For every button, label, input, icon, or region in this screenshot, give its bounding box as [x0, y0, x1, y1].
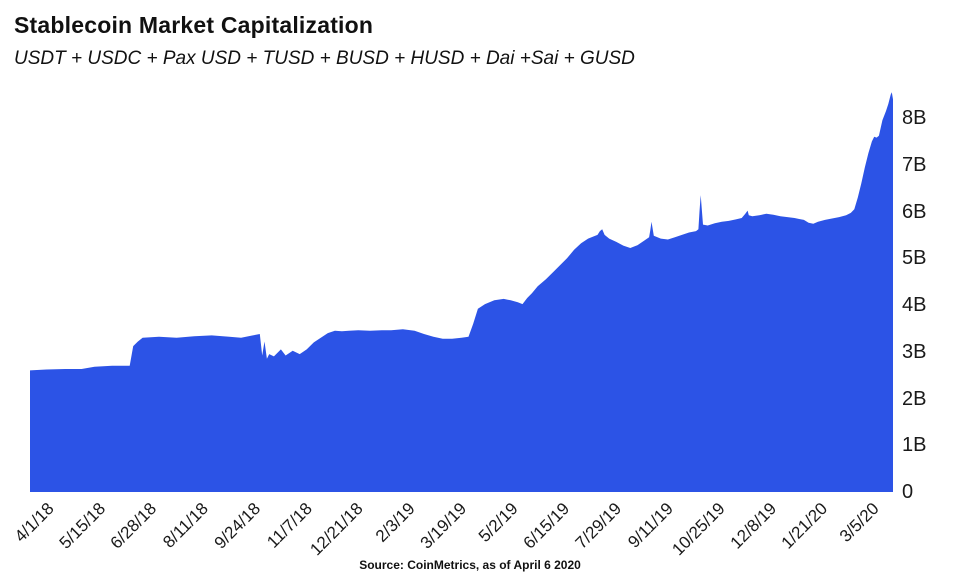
- x-axis-tick-label: 9/24/18: [210, 499, 264, 553]
- x-axis-tick-label: 5/2/19: [474, 499, 522, 546]
- x-axis-tick-label: 10/25/19: [667, 499, 729, 560]
- x-axis-tick-label: 3/19/19: [416, 499, 471, 553]
- x-axis-tick-label: 8/11/18: [159, 499, 213, 552]
- x-axis-tick-label: 7/29/19: [571, 499, 625, 553]
- x-axis-tick-label: 12/8/19: [726, 499, 780, 553]
- x-axis-tick-label: 3/5/20: [836, 499, 883, 546]
- y-axis-tick-label: 7B: [902, 153, 927, 176]
- x-axis-tick-label: 5/15/18: [55, 499, 110, 553]
- y-axis-tick-label: 4B: [902, 294, 927, 316]
- y-axis-tick-label: 3B: [902, 340, 927, 363]
- x-axis-tick-label: 6/28/18: [107, 499, 161, 553]
- y-axis-tick-label: 5B: [902, 247, 927, 270]
- y-axis-tick-label: 6B: [902, 200, 927, 223]
- y-axis-tick-label: 2B: [902, 387, 927, 410]
- chart-title: Stablecoin Market Capitalization: [14, 12, 374, 38]
- y-axis-tick-label: 0: [902, 481, 914, 503]
- x-axis-tick-label: 6/15/19: [519, 499, 574, 553]
- y-axis-tick-label: 8B: [902, 107, 927, 129]
- x-axis-tick-label: 12/21/18: [306, 499, 368, 560]
- x-axis-tick-label: 2/3/19: [371, 499, 419, 546]
- chart-subtitle: USDT + USDC + Pax USD + TUSD + BUSD + HU…: [14, 48, 635, 69]
- x-axis-tick-label: 1/21/20: [777, 499, 832, 553]
- x-axis-tick-label: 4/1/18: [10, 499, 58, 546]
- stablecoin-area-series: [30, 92, 893, 493]
- source-note: Source: CoinMetrics, as of April 6 2020: [359, 558, 581, 572]
- y-axis-tick-label: 1B: [902, 434, 927, 457]
